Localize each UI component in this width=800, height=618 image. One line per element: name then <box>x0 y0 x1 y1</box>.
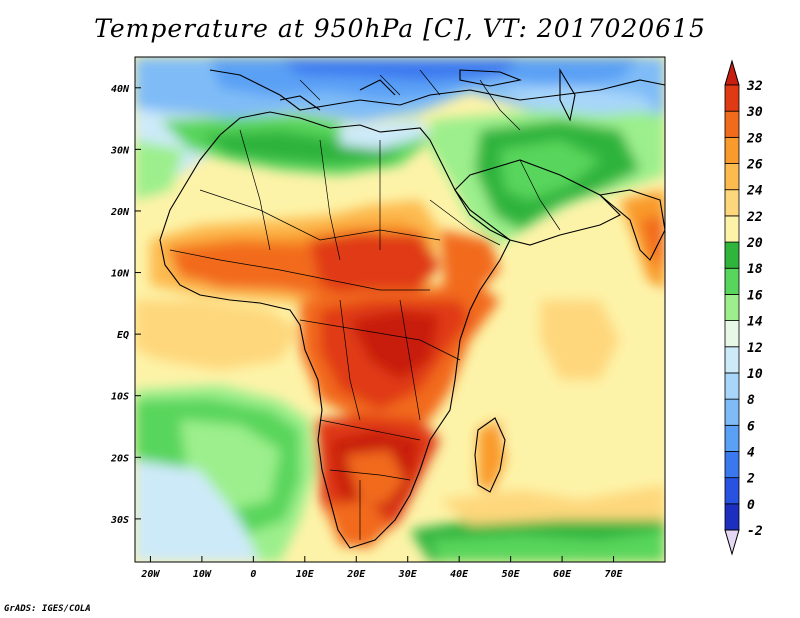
colorbar-label: 0 <box>747 498 755 513</box>
colorbar-swatch <box>724 163 740 191</box>
colorbar-swatch <box>724 136 740 164</box>
colorbar-swatch <box>724 84 740 112</box>
colorbar-swatch <box>724 110 740 138</box>
colorbar-swatch <box>724 294 740 321</box>
colorbar-label: 6 <box>747 419 755 434</box>
lon-tick-label: 40E <box>450 569 469 580</box>
colorbar-label: 12 <box>747 341 763 356</box>
colorbar-swatch <box>724 477 740 505</box>
colorbar-under-arrow <box>724 529 740 556</box>
map-frame <box>134 56 666 563</box>
lon-tick-label: 10E <box>296 569 315 580</box>
colorbar-label: -2 <box>747 524 763 539</box>
lon-tick-label: 0 <box>250 569 256 580</box>
colorbar-label: 20 <box>746 236 763 251</box>
colorbar-swatch <box>724 320 740 348</box>
longitude-ticks: 20W 10W 0 10E 20E 30E 40E 50E 60E 70E <box>140 556 624 580</box>
lon-tick-label: 20E <box>346 569 366 580</box>
lon-tick-label: 20W <box>140 569 160 580</box>
lat-tick-label: EQ <box>117 330 129 341</box>
lat-tick-label: 20N <box>110 207 130 218</box>
colorbar-swatch <box>724 241 740 269</box>
country-borders <box>169 69 561 540</box>
lat-tick-label: 20S <box>110 453 129 464</box>
colorbar-label: 24 <box>746 184 763 199</box>
colorbar-label: 4 <box>747 445 755 460</box>
colorbar-swatch <box>724 346 740 374</box>
africa-coastline <box>159 111 511 549</box>
lon-tick-label: 30E <box>398 569 418 580</box>
colorbar-label: 2 <box>746 472 755 487</box>
colorbar-label: 30 <box>746 105 763 120</box>
colorbar-label: 18 <box>747 262 763 277</box>
india-coastline <box>598 189 665 261</box>
colorbar-label: 14 <box>747 315 763 330</box>
colorbar-swatch <box>724 424 740 452</box>
black-sea-coastline <box>459 69 522 87</box>
lon-tick-label: 10W <box>193 569 212 580</box>
madagascar-coastline <box>474 417 506 493</box>
temperature-field <box>135 57 665 562</box>
colorbar-label: 10 <box>747 367 763 382</box>
lon-tick-label: 50E <box>502 569 521 580</box>
map-title: Temperature at 950hPa [C], VT: 201702061… <box>94 14 706 43</box>
colorbar-swatch <box>724 267 740 295</box>
lat-tick-label: 30N <box>110 145 130 156</box>
mediterranean-coastline <box>279 79 396 111</box>
lat-tick-label: 40N <box>111 84 130 95</box>
latitude-ticks: 40N 30N 20N 10N EQ 10S 20S 30S <box>110 84 141 526</box>
grads-credit: GrADS: IGES/COLA <box>4 604 91 614</box>
colorbar-swatch <box>724 451 740 479</box>
lon-tick-label: 60E <box>553 569 572 580</box>
colorbar-label: 16 <box>747 288 763 303</box>
colorbar-label: 28 <box>746 131 763 146</box>
colorbar-swatch <box>724 503 740 531</box>
europe-coastline <box>209 69 665 111</box>
lat-tick-label: 10N <box>111 269 130 280</box>
lat-tick-label: 10S <box>111 392 129 403</box>
colorbar-swatch <box>724 215 740 243</box>
colorbar-swatch <box>724 189 740 217</box>
colorbar-label: 32 <box>746 79 763 94</box>
caspian-coastline <box>559 68 576 122</box>
colorbar-label: 22 <box>746 210 763 225</box>
colorbar-swatch <box>724 372 740 400</box>
colorbar-over-arrow <box>724 59 740 86</box>
colorbar-swatch <box>724 398 740 426</box>
colorbar-label: 26 <box>746 158 763 173</box>
colorbar-label: 8 <box>747 393 755 408</box>
lat-tick-label: 30S <box>110 515 129 526</box>
lon-tick-label: 70E <box>605 569 624 580</box>
